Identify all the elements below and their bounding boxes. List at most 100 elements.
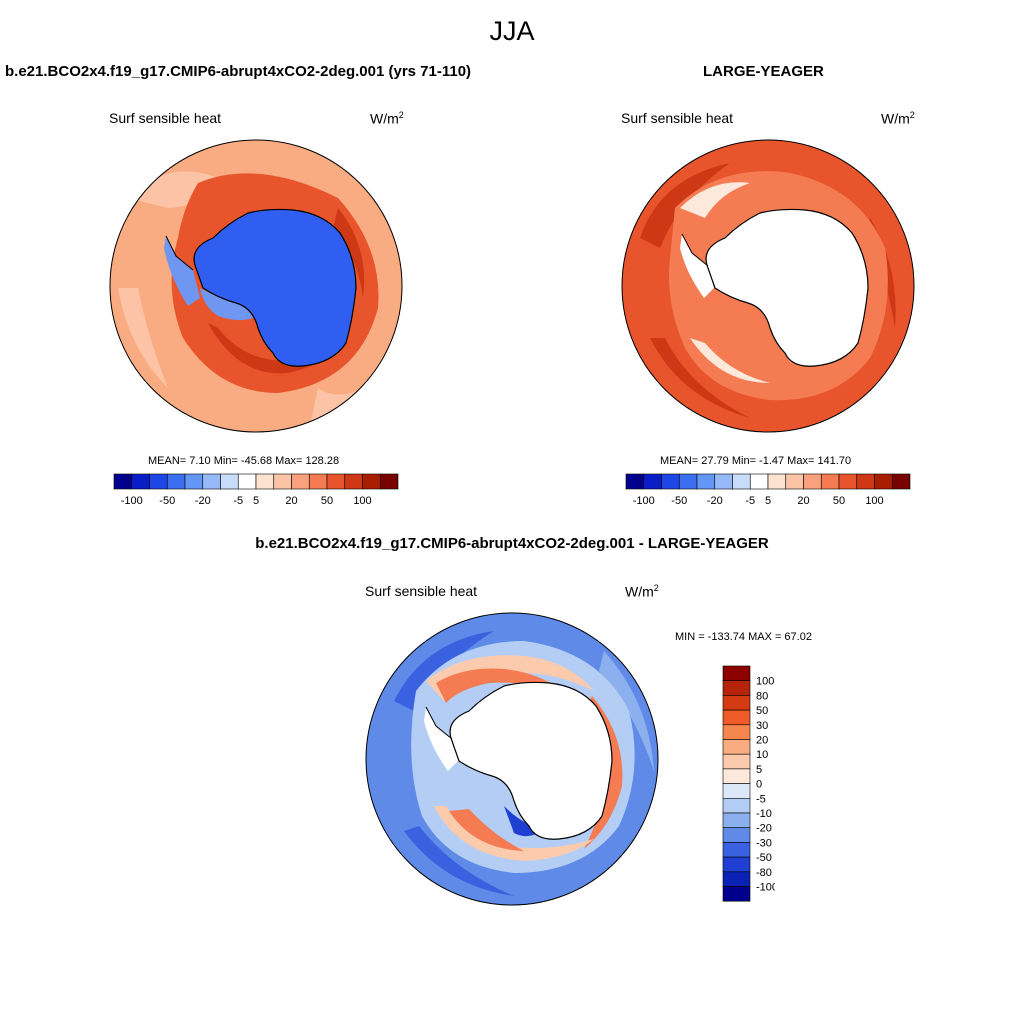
- colorbar-tick-label: -5: [756, 793, 766, 805]
- colorbar-tick-label: 5: [756, 764, 762, 776]
- colorbar-box: [722, 812, 751, 828]
- panel-title-bottom: b.e21.BCO2x4.f19_g17.CMIP6-abrupt4xCO2-2…: [255, 535, 769, 552]
- colorbar-box: [722, 680, 751, 696]
- colorbar-box: [732, 473, 751, 490]
- coastline: [705, 208, 869, 367]
- colorbar-box: [803, 473, 822, 490]
- stats-bottom: MIN = -133.74 MAX = 67.02: [675, 631, 812, 643]
- warm-anomaly-north: [426, 655, 594, 701]
- colorbar-tick-label: 50: [833, 495, 845, 507]
- units-label-top-right: W/m2: [881, 110, 915, 127]
- colorbar-tick-label: -20: [707, 495, 723, 507]
- colorbar-box: [749, 473, 769, 490]
- variable-label-top-left: Surf sensible heat: [109, 110, 222, 126]
- colorbar-tick-label: -5: [745, 495, 755, 507]
- colorbar-top-left: -100 -50 -20 -5 5 20 50 100: [113, 473, 399, 507]
- colorbar-box: [326, 473, 346, 490]
- colorbar-tick-label: 20: [797, 495, 809, 507]
- coastline: [449, 681, 613, 840]
- colorbar-box: [202, 473, 221, 490]
- colorbar-tick-label: -50: [671, 495, 687, 507]
- colorbar-box: [820, 473, 840, 490]
- colorbar-tick-label: -20: [195, 495, 211, 507]
- warm-anomaly-south: [434, 806, 594, 861]
- colorbar-box: [625, 473, 645, 490]
- antarctic-land: [706, 209, 868, 367]
- colorbar-box: [678, 473, 698, 490]
- colorbar-top-right: -100 -50 -20 -5 5 20 50 100: [625, 473, 911, 507]
- panel-title-top-right: LARGE-YEAGER: [703, 63, 824, 80]
- colorbar-box: [255, 473, 275, 490]
- units-label-top-left: W/m2: [370, 110, 404, 127]
- stats-top-right: MEAN= 27.79 Min= -1.47 Max= 141.70: [660, 455, 852, 467]
- variable-label-top-right: Surf sensible heat: [621, 110, 734, 126]
- colorbar-box: [722, 753, 751, 770]
- units-label-bottom: W/m2: [625, 583, 659, 600]
- polar-map-top-right: [621, 139, 915, 433]
- antarctic-land: [450, 682, 612, 840]
- colorbar-tick-label: -10: [756, 808, 772, 820]
- peninsula-ice: [164, 236, 200, 306]
- colorbar-box: [722, 695, 751, 711]
- colorbar-box: [722, 709, 751, 726]
- polar-map-difference: [365, 612, 659, 906]
- variable-label-bottom: Surf sensible heat: [365, 583, 478, 599]
- colorbar-box: [661, 473, 680, 490]
- colorbar-box: [113, 473, 133, 490]
- colorbar-box: [722, 739, 751, 755]
- colorbar-box: [696, 473, 716, 490]
- colorbar-tick-label: -5: [233, 495, 243, 507]
- colorbar-box: [379, 473, 399, 490]
- colorbar-box: [149, 473, 168, 490]
- colorbar-box: [273, 473, 292, 490]
- colorbar-box: [308, 473, 328, 490]
- colorbar-box: [722, 768, 751, 784]
- colorbar-tick-label: -80: [756, 867, 772, 879]
- colorbar-box: [722, 665, 751, 681]
- polar-map-top-left: [109, 139, 403, 433]
- colorbar-tick-label: -50: [159, 495, 175, 507]
- colorbar-tick-label: 100: [353, 495, 371, 507]
- colorbar-box: [131, 473, 150, 490]
- colorbar-box: [166, 473, 186, 490]
- colorbar-tick-label: 50: [321, 495, 333, 507]
- colorbar-box: [838, 473, 858, 490]
- colorbar-box: [362, 473, 381, 490]
- colorbar-box: [722, 724, 751, 740]
- colorbar-tick-label: 20: [285, 495, 297, 507]
- colorbar-tick-label: 5: [765, 495, 771, 507]
- colorbar-box: [184, 473, 204, 490]
- colorbar-box: [722, 783, 751, 799]
- figure-season-title: JJA: [489, 16, 535, 46]
- colorbar-box: [785, 473, 804, 490]
- colorbar-box: [722, 827, 751, 843]
- colorbar-box: [891, 473, 911, 490]
- colorbar-tick-label: 20: [756, 735, 768, 747]
- colorbar-tick-label: -100: [121, 495, 143, 507]
- colorbar-box: [344, 473, 363, 490]
- colorbar-box: [722, 842, 751, 858]
- warm-anomaly-east: [584, 696, 623, 849]
- colorbar-box: [220, 473, 239, 490]
- colorbar-box: [722, 886, 751, 902]
- colorbar-tick-label: 5: [253, 495, 259, 507]
- colorbar-box: [856, 473, 875, 490]
- colorbar-tick-label: 0: [756, 779, 762, 791]
- colorbar-tick-label: 50: [756, 705, 768, 717]
- stats-top-left: MEAN= 7.10 Min= -45.68 Max= 128.28: [148, 455, 340, 467]
- colorbar-box: [237, 473, 257, 490]
- antarctic-ice-field: [194, 209, 356, 367]
- colorbar-tick-label: 10: [756, 749, 768, 761]
- colorbar-box: [874, 473, 893, 490]
- panel-title-top-left: b.e21.BCO2x4.f19_g17.CMIP6-abrupt4xCO2-2…: [5, 63, 472, 80]
- colorbar-tick-label: -50: [756, 852, 772, 864]
- colorbar-tick-label: 30: [756, 720, 768, 732]
- colorbar-box: [722, 871, 751, 887]
- colorbar-box: [722, 856, 751, 873]
- coastline: [193, 208, 357, 367]
- colorbar-box: [643, 473, 662, 490]
- colorbar-tick-label: 100: [865, 495, 883, 507]
- colorbar-tick-label: 100: [756, 676, 774, 688]
- colorbar-box: [722, 798, 751, 814]
